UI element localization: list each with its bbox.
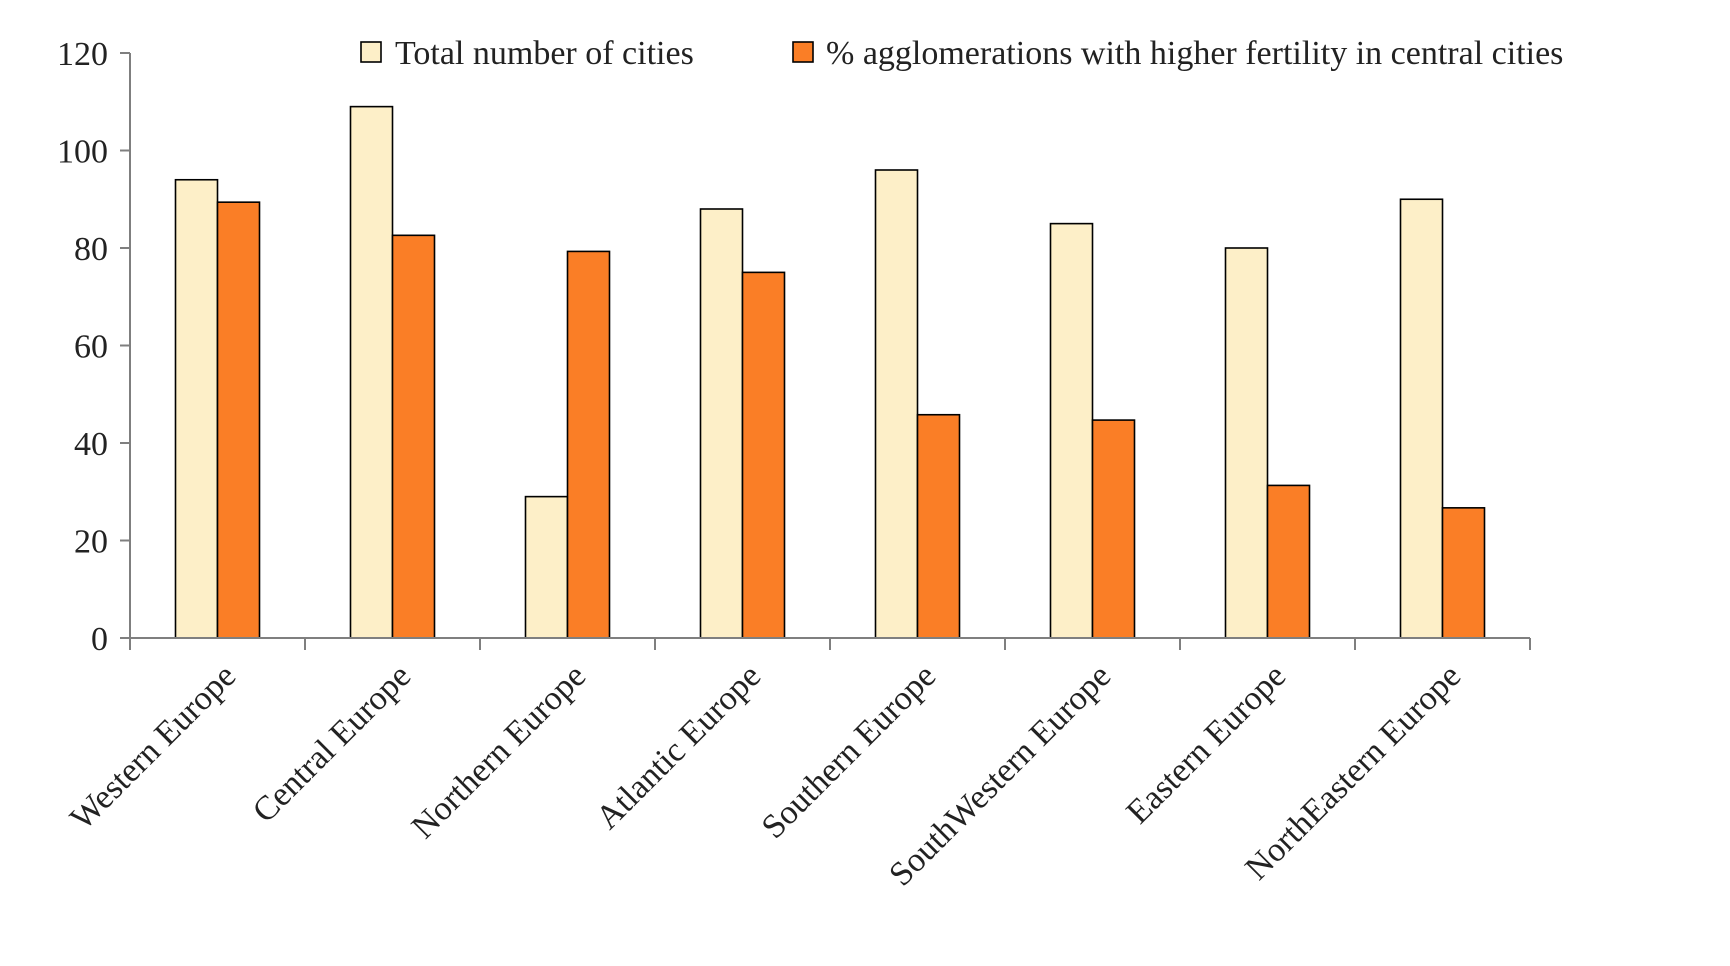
bar-series-1-southern-europe — [874, 169, 919, 639]
x-category-label: Central Europe — [246, 657, 418, 829]
bar-series-1-atlantic-europe — [699, 208, 744, 639]
bar-series-1-western-europe — [174, 178, 219, 639]
legend: Total number of cities % agglomerations w… — [360, 35, 1563, 72]
legend-label-series-2: % agglomerations with higher fertility i… — [826, 35, 1563, 72]
y-tick-label: 20 — [74, 524, 108, 561]
bar-series-1-eastern-europe — [1224, 247, 1269, 639]
bar-series-2-atlantic-europe — [741, 271, 786, 639]
legend-label-series-1: Total number of cities — [395, 35, 694, 72]
bars — [174, 105, 1486, 639]
y-tick-label: 120 — [57, 36, 108, 73]
y-tick-label: 40 — [74, 426, 108, 463]
bar-series-2-southern-europe — [916, 413, 961, 639]
x-category-label: Eastern Europe — [1119, 657, 1293, 831]
y-axis: 0 20 40 60 80 100 120 — [57, 36, 131, 658]
bar-series-1-southwestern-europe — [1049, 222, 1094, 639]
bar-series-2-northeastern-europe — [1441, 507, 1486, 639]
bar-series-2-northern-europe — [566, 250, 611, 639]
y-tick-label: 100 — [57, 134, 108, 171]
legend-swatch-series-2 — [792, 41, 814, 63]
bar-series-1-central-europe — [349, 105, 394, 639]
bar-series-1-northern-europe — [524, 495, 569, 639]
bar-series-2-western-europe — [216, 201, 261, 639]
y-tick-label: 80 — [74, 231, 108, 268]
bar-series-2-eastern-europe — [1266, 484, 1311, 639]
bar-series-2-southwestern-europe — [1091, 419, 1136, 639]
x-category-label: Northern Europe — [405, 657, 593, 845]
bar-series-2-central-europe — [391, 234, 436, 639]
y-tick-label: 0 — [91, 621, 108, 658]
x-category-label: Southern Europe — [755, 657, 943, 845]
x-category-label: Atlantic Europe — [589, 657, 768, 836]
legend-swatch-series-1 — [360, 41, 382, 63]
y-tick-label: 60 — [74, 329, 108, 366]
x-category-label: Western Europe — [63, 657, 243, 837]
bar-series-1-northeastern-europe — [1399, 198, 1444, 639]
